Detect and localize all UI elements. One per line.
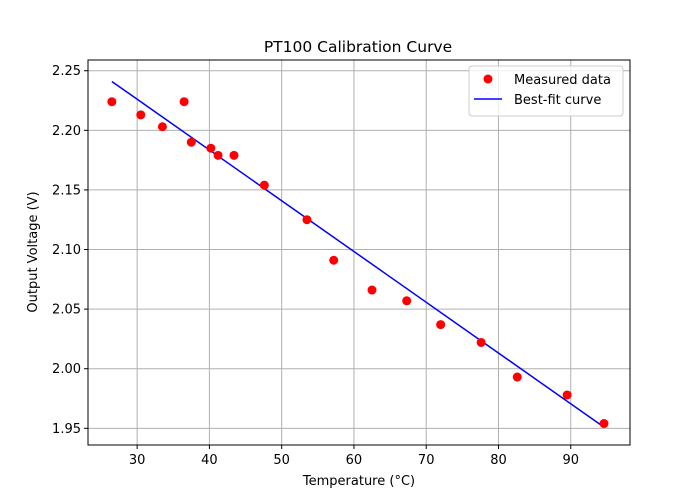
data-point [476, 337, 486, 347]
data-point [157, 122, 167, 132]
data-point [302, 215, 312, 225]
y-tick-label: 2.05 [52, 303, 81, 318]
data-point [402, 296, 412, 306]
x-tick-label: 70 [418, 453, 435, 468]
data-point [229, 150, 239, 160]
chart-title: PT100 Calibration Curve [264, 38, 452, 56]
y-tick-label: 2.15 [52, 183, 81, 198]
x-tick-label: 90 [562, 453, 579, 468]
data-point [136, 110, 146, 120]
legend-label-measured: Measured data [514, 73, 611, 88]
x-tick-label: 40 [201, 453, 218, 468]
data-point [512, 372, 522, 382]
data-point [213, 150, 223, 160]
y-tick-label: 2.00 [52, 362, 81, 377]
grid [88, 60, 630, 445]
legend-label-best-fit: Best-fit curve [514, 93, 601, 108]
y-tick-label: 2.20 [52, 124, 81, 139]
data-point [107, 97, 117, 107]
y-tick-label: 1.95 [52, 422, 81, 437]
data-point [562, 390, 572, 400]
y-tick-label: 2.25 [52, 64, 81, 79]
axis-ticks: 30 40 50 60 70 80 90 1.95 2.00 2.05 2.10 2.15 2.20 2.… [52, 64, 579, 468]
legend-box [468, 65, 624, 117]
plot-frame [87, 59, 631, 446]
y-axis-label: Output Voltage (V) [26, 191, 41, 312]
legend: Measured data Best-fit curve [468, 65, 624, 117]
x-tick-label: 60 [346, 453, 363, 468]
x-axis-label: Temperature (°C) [302, 474, 415, 489]
legend-marker-measured [483, 74, 493, 84]
x-tick-label: 50 [273, 453, 290, 468]
data-point [179, 97, 189, 107]
x-tick-label: 80 [490, 453, 507, 468]
measured-series [107, 97, 609, 429]
data-point [367, 285, 377, 295]
data-point [206, 143, 216, 153]
x-tick-label: 30 [129, 453, 146, 468]
data-point [599, 419, 609, 429]
data-point [436, 320, 446, 330]
data-point [259, 180, 269, 190]
y-tick-label: 2.10 [52, 243, 81, 258]
data-point [329, 255, 339, 265]
data-point [186, 137, 196, 147]
